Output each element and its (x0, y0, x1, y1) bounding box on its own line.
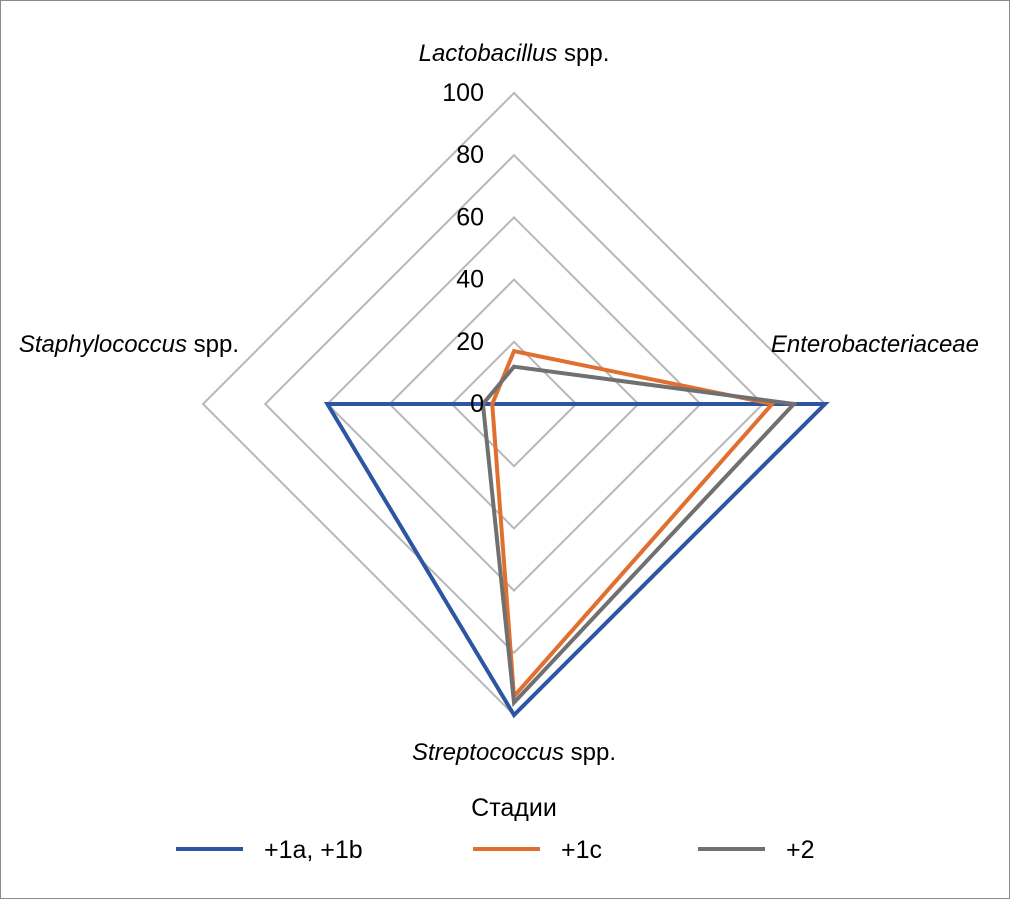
axis-label-italic: Staphylococcus (19, 331, 187, 358)
axis-label-italic: Streptococcus (412, 739, 564, 766)
tick-label: 0 (470, 390, 484, 418)
radial-tick-labels: 0 20 40 60 80 100 (442, 79, 484, 418)
legend-label-2: +2 (786, 836, 815, 864)
grid-ring-20 (450, 340, 578, 468)
tick-label: 60 (456, 203, 484, 231)
axis-label: Staphylococcus spp. (19, 331, 239, 358)
legend-label-0: +1a, +1b (264, 836, 363, 864)
grid-ring-40 (388, 278, 640, 530)
axis-label-suffix: spp. (187, 331, 239, 358)
tick-label: 100 (442, 79, 484, 107)
radar-series (323, 348, 830, 719)
tick-label: 20 (456, 328, 484, 356)
axis-label: Enterobacteriaceae (771, 331, 979, 358)
legend-title: Стадии (471, 794, 557, 822)
tick-label: 40 (456, 266, 484, 294)
legend: Стадии +1a, +1b +1c +2 (176, 794, 815, 864)
axis-label: Lactobacillus spp. (419, 40, 610, 67)
axis-label-suffix: spp. (557, 40, 609, 67)
legend-label-1: +1c (561, 836, 602, 864)
series-line-2 (480, 364, 799, 708)
series-line-0 (323, 402, 830, 719)
axis-label: Streptococcus spp. (412, 739, 616, 766)
axis-label-italic: Lactobacillus (419, 40, 558, 67)
axis-label-italic: Enterobacteriaceae (771, 331, 979, 358)
axis-labels: Lactobacillus spp. Enterobacteriaceae Stre… (19, 40, 979, 766)
grid-ring-60 (325, 215, 703, 593)
tick-label: 80 (456, 141, 484, 169)
grid-ring-80 (263, 153, 765, 655)
axis-label-suffix: spp. (564, 739, 616, 766)
